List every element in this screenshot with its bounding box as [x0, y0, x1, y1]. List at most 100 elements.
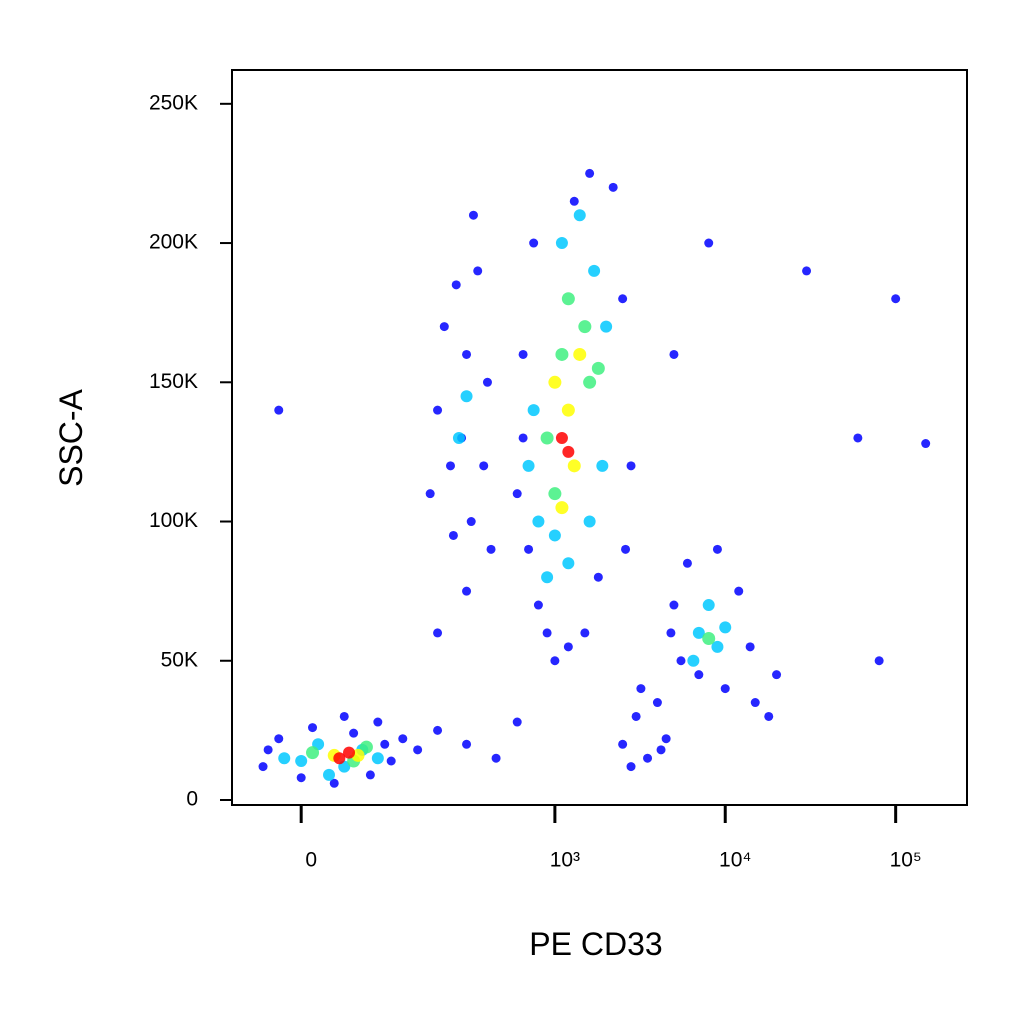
point [462, 349, 472, 359]
point [608, 182, 618, 192]
point [413, 745, 423, 755]
point [567, 459, 581, 473]
point [296, 773, 306, 783]
point [580, 628, 590, 638]
x-tick-label: 10⁴ [719, 849, 751, 872]
y-tick-label: 0 [186, 788, 198, 811]
point [772, 670, 782, 680]
point [661, 734, 671, 744]
point [452, 431, 465, 444]
point [386, 756, 396, 766]
plot-frame [231, 69, 968, 806]
point [719, 621, 732, 634]
point [468, 210, 478, 220]
point [702, 631, 716, 645]
point [263, 745, 273, 755]
point [343, 746, 356, 759]
point [666, 628, 676, 638]
point [555, 237, 568, 250]
point [322, 768, 335, 781]
point [518, 349, 528, 359]
point [561, 403, 575, 417]
point [562, 445, 575, 458]
point [561, 292, 575, 306]
point [555, 431, 568, 444]
point [512, 489, 522, 499]
point [540, 431, 554, 445]
point [448, 530, 458, 540]
point [555, 347, 569, 361]
point [669, 349, 679, 359]
point [583, 375, 597, 389]
point [694, 670, 704, 680]
point [466, 517, 476, 527]
point [734, 586, 744, 596]
point [433, 628, 443, 638]
point [532, 515, 545, 528]
point [462, 739, 472, 749]
point [588, 264, 601, 277]
point [548, 529, 561, 542]
point [486, 544, 496, 554]
point [669, 600, 679, 610]
point [433, 405, 443, 415]
point [473, 266, 483, 276]
point [555, 501, 569, 515]
point [349, 728, 359, 738]
point [308, 723, 318, 733]
x-tick-label: 10³ [550, 849, 580, 872]
point [573, 347, 587, 361]
point [720, 684, 730, 694]
point [621, 544, 631, 554]
point [550, 656, 560, 666]
point [764, 711, 774, 721]
point [562, 557, 575, 570]
point [712, 544, 722, 554]
point [618, 294, 628, 304]
point [578, 320, 592, 334]
point [591, 361, 605, 375]
axes: 0 50K 100K 150K 200K 250K 0 10³ 10⁴ 10⁵ [149, 91, 922, 871]
point [439, 322, 449, 332]
point [373, 717, 383, 727]
point [522, 459, 535, 472]
point [527, 404, 540, 417]
point [339, 711, 349, 721]
point [656, 745, 666, 755]
point [529, 238, 539, 248]
point [802, 266, 812, 276]
point [329, 778, 339, 788]
point [365, 770, 375, 780]
point [618, 739, 628, 749]
point [750, 698, 760, 708]
point [398, 734, 408, 744]
point [542, 628, 552, 638]
point [278, 752, 291, 765]
point [711, 640, 724, 653]
point [626, 762, 636, 772]
point [274, 405, 284, 415]
y-tick-label: 100K [149, 509, 198, 532]
point [745, 642, 755, 652]
point [687, 654, 700, 667]
x-axis-title: PE CD33 [529, 926, 662, 962]
point [596, 459, 609, 472]
point [371, 752, 384, 765]
point [425, 489, 435, 499]
point [380, 739, 390, 749]
point [518, 433, 528, 443]
point [853, 433, 863, 443]
point [921, 439, 931, 449]
y-tick-label: 200K [149, 231, 198, 254]
point [626, 461, 636, 471]
point [451, 280, 461, 290]
point [600, 320, 613, 333]
point [676, 656, 686, 666]
point [643, 753, 653, 763]
point [359, 740, 373, 754]
x-tick-label: 0 [305, 849, 317, 872]
y-tick-label: 150K [149, 370, 198, 393]
point [548, 375, 562, 389]
y-axis-title: SSC-A [53, 388, 89, 486]
